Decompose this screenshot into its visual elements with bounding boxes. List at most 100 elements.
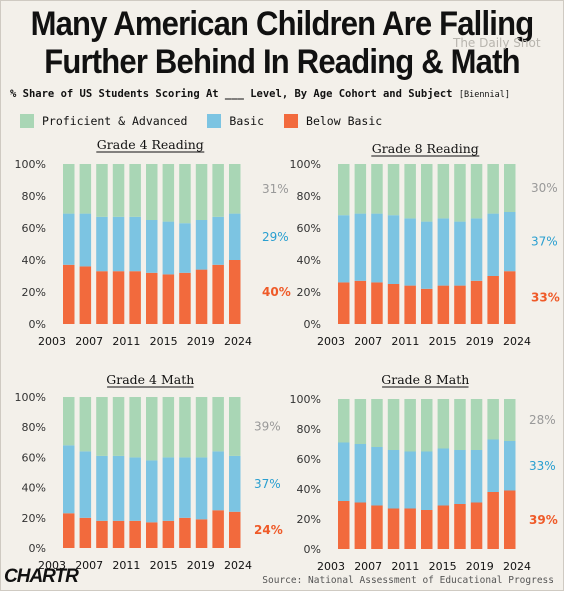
panel-2-y-tick: 60% bbox=[297, 222, 321, 235]
panel-1-bar-2017-basic bbox=[179, 223, 191, 273]
panel-3-bar-2007-basic bbox=[96, 455, 108, 521]
panel-4-x-tick: 2011 bbox=[391, 560, 419, 573]
panel-4-end-label-basic: 33% bbox=[529, 459, 556, 473]
panel-2-x-tick: 2024 bbox=[503, 335, 531, 348]
legend-label-proficient: Proficient & Advanced bbox=[42, 114, 188, 128]
panel-3-bar-2024-basic bbox=[229, 455, 241, 512]
panel-4-bar-2007-proficient-advanced bbox=[371, 399, 383, 447]
panel-4-y-tick: 20% bbox=[297, 513, 321, 526]
panel-3-bar-2003-below-basic bbox=[63, 513, 75, 548]
panel-2-bar-2013-proficient-advanced bbox=[421, 164, 433, 222]
panel-4-bar-2013-proficient-advanced bbox=[421, 399, 433, 452]
panel-4-bar-2003-below-basic bbox=[338, 501, 350, 549]
panel-1-bar-2003-basic bbox=[63, 213, 75, 265]
panel-1-bar-2022-below-basic bbox=[212, 264, 224, 324]
panel-3-bar-2003-proficient-advanced bbox=[63, 397, 75, 446]
panel-2-bar-2005-below-basic bbox=[354, 280, 367, 324]
panel-4-x-tick: 2019 bbox=[466, 560, 494, 573]
panel-3-y-tick: 40% bbox=[22, 482, 46, 495]
panel-2-bar-2013-below-basic bbox=[421, 288, 433, 324]
panel-4-bar-2007-basic bbox=[371, 447, 383, 506]
panel-3-title: Grade 4 Math bbox=[106, 372, 194, 387]
legend-swatch-proficient bbox=[20, 114, 34, 128]
panel-4-bar-2013-below-basic bbox=[421, 510, 433, 549]
panel-1-bar-2005-below-basic bbox=[79, 266, 92, 324]
panel-2-bar-2024-proficient-advanced bbox=[504, 164, 516, 212]
panel-4-bar-2015-proficient-advanced bbox=[437, 399, 450, 449]
panel-2-y-tick: 20% bbox=[297, 286, 321, 299]
chart-title-line-1: Many American Children Are Falling bbox=[30, 3, 535, 44]
panel-3-bar-2005-below-basic bbox=[79, 517, 92, 548]
panel-3-end-label-proficient: 39% bbox=[254, 419, 281, 433]
panel-1-bar-2007-below-basic bbox=[96, 271, 108, 324]
panel-3-x-tick: 2003 bbox=[38, 559, 66, 572]
legend-label-below-basic: Below Basic bbox=[306, 114, 383, 128]
panel-3-bar-2013-proficient-advanced bbox=[146, 397, 158, 461]
panel-4-end-label-below-basic: 39% bbox=[529, 513, 558, 527]
panel-2-end-label-below-basic: 33% bbox=[531, 291, 560, 305]
panel-4-y-tick: 60% bbox=[297, 453, 321, 466]
panel-3-bar-2019-below-basic bbox=[195, 519, 208, 548]
panel-3-x-tick: 2024 bbox=[224, 559, 252, 572]
panel-4-bar-2011-basic bbox=[404, 451, 416, 509]
panel-4-bar-2003-proficient-advanced bbox=[338, 399, 350, 443]
legend-label-basic: Basic bbox=[229, 114, 265, 128]
panel-4-bar-2013-basic bbox=[421, 451, 433, 510]
panel-4-bar-2019-basic bbox=[470, 450, 483, 503]
panel-2-bar-2011-below-basic bbox=[404, 285, 416, 324]
panel-1-bar-2011-basic bbox=[129, 216, 141, 272]
panel-3-bar-2005-proficient-advanced bbox=[79, 397, 92, 452]
panel-2-bar-2003-basic bbox=[338, 215, 350, 283]
panel-4-bar-2005-below-basic bbox=[354, 502, 367, 549]
panel-1-x-tick: 2011 bbox=[112, 335, 140, 348]
panel-4-bar-2009-basic bbox=[387, 450, 400, 509]
panel-2-bar-2015-basic bbox=[437, 218, 450, 286]
panel-3-bar-2011-below-basic bbox=[129, 520, 141, 548]
panel-3-bar-2017-below-basic bbox=[179, 517, 191, 548]
panel-4-bar-2024-proficient-advanced bbox=[504, 399, 516, 441]
panel-2-bar-2022-below-basic bbox=[487, 276, 499, 324]
panel-1-bar-2024-basic bbox=[229, 213, 241, 260]
panel-4-x-tick: 2003 bbox=[317, 560, 345, 573]
legend-item-proficient: Proficient & Advanced bbox=[20, 114, 187, 128]
panel-4-bar-2022-basic bbox=[487, 439, 499, 492]
panel-4-bar-2017-proficient-advanced bbox=[454, 399, 466, 450]
panel-3-bar-2019-proficient-advanced bbox=[195, 397, 208, 458]
panel-4-title: Grade 8 Math bbox=[381, 372, 469, 387]
panel-1-bar-2003-proficient-advanced bbox=[63, 164, 75, 214]
panel-3-end-label-below-basic: 24% bbox=[254, 523, 283, 537]
panel-1-bar-2007-basic bbox=[96, 216, 108, 272]
panel-3-bar-2011-proficient-advanced bbox=[129, 397, 141, 458]
panel-3-end-label-basic: 37% bbox=[254, 477, 281, 491]
panel-2-bar-2003-proficient-advanced bbox=[338, 164, 350, 216]
panel-4-x-tick: 2015 bbox=[429, 560, 457, 573]
panel-1-bar-2007-proficient-advanced bbox=[96, 164, 108, 217]
panel-4-bar-2005-proficient-advanced bbox=[354, 399, 367, 444]
panel-1-y-tick: 80% bbox=[22, 190, 46, 203]
panel-3-y-tick: 60% bbox=[22, 451, 46, 464]
panel-2-bar-2022-basic bbox=[487, 213, 499, 276]
panel-4-bar-2003-basic bbox=[338, 442, 350, 501]
panel-1-bar-2009-proficient-advanced bbox=[112, 164, 125, 217]
panel-4-x-tick: 2024 bbox=[503, 560, 531, 573]
panel-1-y-tick: 100% bbox=[15, 158, 46, 171]
panel-4-end-label-proficient: 28% bbox=[529, 413, 556, 427]
panel-1-bar-2005-basic bbox=[79, 213, 92, 267]
panel-3-bar-2024-below-basic bbox=[229, 511, 241, 548]
panel-1-bar-2015-below-basic bbox=[162, 274, 175, 324]
legend-item-below-basic: Below Basic bbox=[284, 114, 382, 128]
panel-2-bar-2017-basic bbox=[454, 221, 466, 286]
panel-2-bar-2013-basic bbox=[421, 221, 433, 289]
legend-swatch-basic bbox=[207, 114, 222, 128]
panel-4-y-tick: 0% bbox=[304, 543, 321, 556]
panel-4-bar-2019-proficient-advanced bbox=[470, 399, 483, 450]
panel-1-y-tick: 20% bbox=[22, 286, 46, 299]
panel-2-bar-2009-below-basic bbox=[387, 284, 400, 324]
panel-2-x-tick: 2003 bbox=[317, 335, 345, 348]
panel-2-y-tick: 40% bbox=[297, 254, 321, 267]
legend-swatch-below-basic bbox=[284, 114, 299, 128]
panel-3-bar-2015-proficient-advanced bbox=[162, 397, 175, 458]
panel-3-bar-2022-proficient-advanced bbox=[212, 397, 224, 452]
panel-2-bar-2019-proficient-advanced bbox=[470, 164, 483, 219]
